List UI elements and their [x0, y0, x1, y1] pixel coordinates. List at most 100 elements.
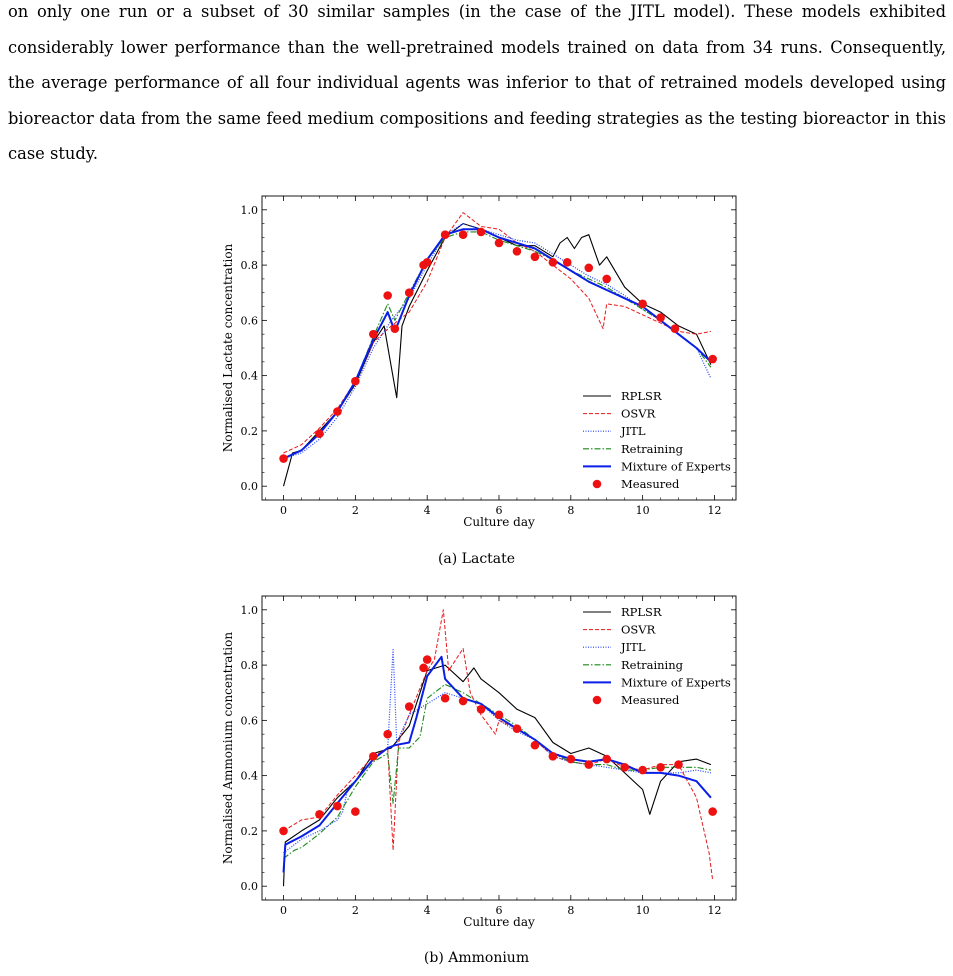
measured-point: [530, 740, 540, 750]
measured-point: [333, 407, 342, 416]
measured-point: [476, 705, 486, 714]
x-axis-label: Culture day: [463, 515, 535, 529]
legend-marker-measured: [592, 695, 602, 705]
measured-point: [584, 263, 594, 273]
y-tick-label: 0.0: [241, 480, 259, 493]
legend-label: Retraining: [621, 442, 684, 456]
x-tick-label: 10: [636, 904, 650, 917]
measured-point: [708, 354, 717, 364]
measured-point: [562, 258, 572, 267]
y-tick-label: 1.0: [241, 204, 259, 217]
x-tick-label: 2: [352, 504, 359, 517]
measured-point: [390, 324, 400, 333]
measured-point: [656, 763, 665, 772]
measured-point: [620, 763, 629, 772]
y-tick-label: 0.2: [241, 825, 259, 838]
measured-point: [383, 291, 392, 300]
measured-point: [638, 765, 647, 775]
series-line-osvr: [283, 609, 714, 881]
measured-point: [419, 663, 428, 673]
x-tick-label: 4: [424, 504, 431, 517]
legend: RPLSR OSVR JITL Retraining Mixture of Expert…: [583, 605, 731, 707]
measured-point: [458, 230, 468, 239]
measured-point: [656, 313, 665, 322]
measured-point: [638, 299, 647, 309]
x-tick-label: 6: [496, 504, 503, 517]
plot-area: [279, 212, 717, 487]
measured-point: [530, 252, 540, 262]
measured-point: [351, 807, 360, 816]
legend-marker-measured: [592, 479, 602, 489]
measured-point: [351, 376, 360, 386]
x-tick-label: 0: [280, 504, 287, 517]
measured-point: [584, 760, 594, 769]
measured-point: [422, 655, 432, 664]
measured-point: [279, 454, 288, 463]
legend-label: Mixture of Experts: [621, 459, 731, 473]
measured-point: [383, 729, 392, 739]
measured-point: [674, 760, 683, 769]
x-tick-label: 10: [636, 504, 650, 517]
lactate-caption: (a) Lactate: [437, 551, 516, 567]
y-tick-label: 0.0: [241, 880, 259, 893]
measured-point: [670, 324, 680, 333]
measured-point: [369, 751, 378, 761]
ammonium-caption: (b) Ammonium: [423, 950, 530, 966]
legend-label: Mixture of Experts: [621, 675, 731, 689]
measured-point: [602, 274, 612, 284]
measured-point: [279, 826, 288, 836]
y-tick-label: 0.4: [241, 770, 259, 783]
y-tick-label: 1.0: [241, 604, 259, 617]
legend-label: OSVR: [621, 407, 656, 421]
y-tick-label: 0.8: [241, 659, 259, 672]
y-tick-label: 0.2: [241, 425, 259, 438]
y-tick-label: 0.4: [241, 370, 259, 383]
series-line-jitl: [283, 647, 712, 854]
legend-label: RPLSR: [621, 389, 662, 403]
series-line-rplsr: [282, 223, 712, 487]
legend-label: Measured: [621, 477, 680, 491]
y-axis-label: Normalised Lactate concentration: [221, 243, 235, 452]
legend-label: OSVR: [621, 623, 656, 637]
legend-label: JITL: [620, 424, 646, 438]
measured-point: [566, 754, 576, 764]
x-tick-label: 8: [567, 904, 574, 917]
plot-area: [279, 609, 717, 887]
measured-point: [512, 246, 522, 256]
x-tick-label: 0: [280, 904, 287, 917]
legend-label: Retraining: [621, 658, 684, 672]
legend-label: Measured: [621, 693, 680, 707]
series-line-jitl: [283, 222, 712, 460]
series-line-retraining: [283, 683, 712, 859]
legend-label: RPLSR: [621, 605, 662, 619]
measured-point: [333, 801, 342, 811]
measured-point: [494, 238, 504, 248]
measured-point: [512, 724, 522, 733]
legend-label: JITL: [620, 640, 646, 654]
y-axis-label: Normalised Ammonium concentration: [221, 632, 235, 864]
y-tick-label: 0.6: [241, 314, 259, 327]
series-line-rplsr: [282, 664, 712, 887]
x-tick-label: 2: [352, 904, 359, 917]
plot-frame: [261, 595, 737, 901]
paragraph-text: on only one run or a subset of 30 simila…: [8, 2, 946, 164]
measured-point: [602, 754, 612, 764]
measured-point: [440, 693, 450, 703]
y-tick-label: 0.8: [241, 259, 259, 272]
y-tick-label: 0.6: [241, 714, 259, 727]
x-axis-label: Culture day: [463, 915, 535, 929]
x-tick-label: 4: [424, 904, 431, 917]
measured-point: [548, 258, 558, 267]
measured-point: [369, 329, 378, 339]
series-line-retraining: [283, 231, 712, 460]
x-tick-label: 8: [567, 504, 574, 517]
body-paragraph: on only one run or a subset of 30 simila…: [8, 0, 946, 172]
plot-frame: [261, 195, 737, 501]
measured-point: [548, 751, 558, 761]
measured-point: [315, 810, 324, 819]
measured-point: [458, 696, 468, 706]
lactate-chart: 0 2 4 6 8 10 12 0.0 0.2 0.4 0.6 0.8 1.0 Culture day No…: [221, 195, 737, 529]
measured-point: [440, 230, 450, 239]
axis-ticks: 0 2 4 6 8 10 12 0.0 0.2 0.4 0.6 0.8 1.0: [241, 596, 736, 917]
measured-point: [404, 702, 414, 711]
